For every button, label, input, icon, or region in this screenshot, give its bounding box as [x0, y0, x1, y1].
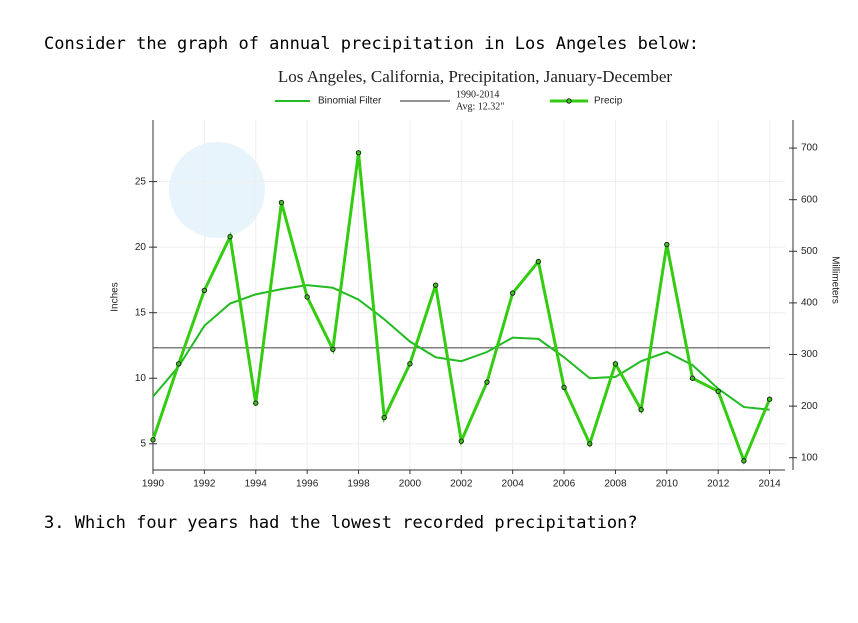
x-tick-label: 2002: [450, 479, 473, 490]
series-line: [152, 284, 770, 411]
y2-tick-label: 600: [801, 194, 818, 205]
data-point: [304, 294, 310, 300]
y2-tick-label: 300: [801, 349, 818, 360]
x-tick-label: 1998: [347, 479, 370, 490]
y2-tick-label: 700: [801, 143, 818, 154]
legend-marker: [566, 98, 572, 104]
intro-text: Consider the graph of annual precipitati…: [44, 34, 700, 54]
y-tick-label: 10: [135, 373, 147, 384]
data-point: [330, 346, 336, 353]
data-point: [561, 384, 567, 391]
data-point: [278, 199, 285, 206]
data-point: [638, 407, 644, 413]
y2-tick-label: 200: [801, 401, 818, 412]
y2-axis-label: Millimeters: [829, 256, 840, 304]
y-tick-label: 25: [135, 176, 147, 187]
data-point: [741, 458, 747, 464]
data-point: [175, 361, 182, 367]
x-tick-label: 2008: [604, 479, 627, 490]
x-tick-label: 1992: [193, 479, 216, 490]
data-point: [150, 437, 156, 443]
legend-label: Binomial Filter: [318, 96, 382, 107]
x-tick-label: 2010: [656, 479, 679, 490]
y-tick-label: 5: [140, 438, 146, 449]
data-point: [432, 282, 439, 288]
data-point: [253, 400, 259, 406]
data-point: [612, 361, 619, 367]
data-point: [715, 388, 721, 395]
chart: Los Angeles, California, Precipitation, …: [110, 67, 841, 490]
data-point: [587, 441, 593, 447]
legend-label: Avg: 12.32": [456, 101, 504, 112]
data-point: [458, 438, 464, 444]
legend-label: Precip: [594, 96, 623, 107]
data-point: [664, 241, 670, 248]
y-axis-label: Inches: [110, 282, 121, 311]
data-point: [689, 375, 696, 381]
chart-title: Los Angeles, California, Precipitation, …: [278, 67, 673, 86]
x-tick-label: 2000: [399, 479, 422, 490]
data-point: [355, 150, 362, 156]
data-point: [227, 233, 233, 240]
y-tick-label: 20: [135, 242, 147, 253]
y2-tick-label: 100: [801, 452, 818, 463]
x-tick-label: 2014: [758, 479, 781, 490]
question-text: 3. Which four years had the lowest recor…: [44, 513, 638, 533]
data-point: [535, 258, 542, 265]
x-tick-label: 2006: [553, 479, 576, 490]
x-tick-label: 2004: [502, 479, 525, 490]
data-point: [201, 287, 208, 294]
data-point: [484, 379, 490, 385]
y2-tick-label: 500: [801, 246, 818, 257]
data-point: [509, 290, 516, 296]
logo-watermark: [169, 142, 265, 238]
data-point: [766, 396, 773, 402]
x-tick-label: 1996: [296, 479, 319, 490]
data-point: [381, 414, 387, 421]
x-tick-label: 1994: [245, 479, 268, 490]
x-tick-label: 1990: [142, 479, 165, 490]
x-tick-label: 2012: [707, 479, 730, 490]
legend-label: 1990-2014: [456, 89, 499, 100]
y-tick-label: 15: [135, 307, 147, 318]
data-point: [407, 361, 413, 367]
y2-tick-label: 400: [801, 298, 818, 309]
